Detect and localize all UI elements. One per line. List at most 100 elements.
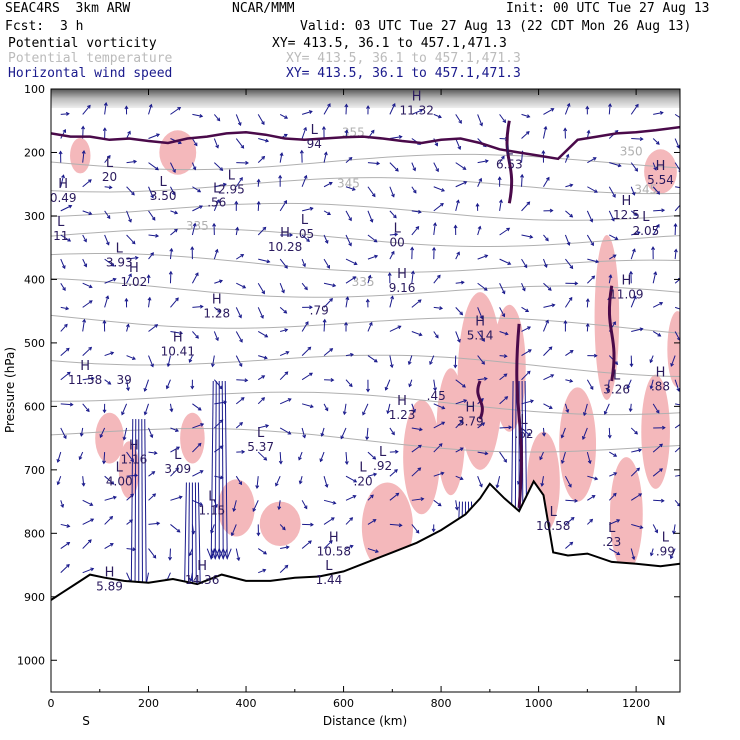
- wind-arrow: [608, 492, 617, 501]
- extremum-label: L11: [53, 215, 68, 243]
- extremum-value: 00: [390, 235, 405, 249]
- theta-contour: [51, 314, 680, 334]
- extremum-marker: L: [506, 143, 514, 158]
- extremum-value: .99: [656, 545, 675, 559]
- extremum-marker: L: [174, 448, 182, 463]
- wind-arrow: [126, 379, 130, 392]
- wind-arrow: [389, 325, 402, 332]
- wind-arrow: [279, 371, 289, 381]
- wind-arrow: [407, 355, 413, 366]
- wind-arrow: [433, 113, 442, 119]
- wind-arrow: [190, 379, 195, 390]
- wind-arrow: [565, 281, 579, 286]
- wind-arrow: [389, 492, 400, 501]
- wind-arrow: [191, 272, 199, 284]
- wind-arrow: [367, 548, 379, 554]
- wind-arrow: [455, 379, 466, 388]
- extremum-value: 1.15: [199, 503, 226, 517]
- extremum-marker: H: [329, 531, 339, 546]
- wind-arrow: [477, 177, 483, 187]
- wind-arrow: [257, 282, 265, 295]
- wind-arrow: [170, 495, 183, 501]
- wind-arrow: [630, 493, 643, 501]
- extremum-marker: L: [116, 461, 124, 476]
- extremum-marker: H: [621, 273, 631, 288]
- wind-arrow: [587, 518, 594, 525]
- wind-arrow: [477, 307, 484, 320]
- wind-arrow: [498, 199, 503, 211]
- extremum-label: H5.14: [467, 315, 494, 343]
- wind-arrow: [411, 467, 422, 477]
- wind-arrow: [190, 246, 195, 260]
- wind-arrow: [192, 403, 202, 411]
- wind-arrow: [126, 210, 132, 223]
- wind-arrow: [258, 258, 271, 264]
- strong-wind-column: [206, 380, 232, 561]
- wind-arrow: [323, 282, 337, 288]
- field-xy-theta: XY= 413.5, 36.1 to 457.1,471.3: [286, 51, 521, 66]
- wind-arrow: [672, 524, 676, 535]
- extremum-value: 10.41: [161, 345, 195, 359]
- wind-arrow: [82, 104, 91, 115]
- wind-arrow: [345, 379, 353, 388]
- extremum-label: L00: [390, 221, 405, 249]
- wind-arrow: [301, 234, 310, 243]
- wind-arrow: [323, 348, 334, 356]
- extremum-label: L4.00: [106, 461, 133, 489]
- wind-arrow: [585, 322, 590, 332]
- wind-arrow: [345, 186, 356, 191]
- extremum-marker: H: [412, 89, 422, 104]
- wind-arrow: [257, 451, 268, 461]
- wind-arrow: [455, 181, 468, 188]
- wind-arrow: [257, 114, 265, 126]
- wind-arrow: [60, 323, 68, 332]
- wind-arrow: [630, 467, 641, 477]
- theta-label: 345: [337, 176, 360, 190]
- wind-arrow: [367, 355, 378, 363]
- extremum-marker: H: [621, 194, 631, 209]
- extremum-label: H5.54: [647, 159, 674, 187]
- wind-arrow: [433, 471, 445, 477]
- extremum-label: L10.58: [536, 505, 570, 533]
- wind-arrow: [565, 350, 574, 357]
- wind-arrow: [60, 563, 70, 574]
- wind-arrow: [188, 355, 193, 363]
- wind-arrow: [275, 475, 281, 487]
- wind-arrow: [674, 138, 680, 149]
- extremum-label: L2.95: [218, 169, 245, 197]
- extremum-marker: L: [642, 210, 650, 225]
- wind-arrow: [675, 403, 680, 406]
- wind-arrow: [60, 523, 71, 528]
- wind-arrow: [365, 298, 370, 308]
- wind-arrow: [608, 274, 613, 284]
- wind-arrow: [630, 295, 637, 308]
- wind-arrow: [60, 204, 73, 212]
- wind-arrow: [587, 186, 598, 193]
- wind-arrow: [323, 499, 337, 505]
- wind-arrow: [455, 399, 468, 405]
- wind-arrow: [82, 318, 87, 332]
- shading-blob: [95, 412, 124, 464]
- wind-arrow: [455, 475, 464, 481]
- wind-arrow: [345, 494, 357, 501]
- extremum-value: 5.54: [647, 173, 674, 187]
- wind-arrow: [301, 126, 307, 139]
- wind-arrow: [322, 318, 327, 332]
- wind-arrow: [587, 495, 596, 501]
- extremum-value: 14.36: [185, 573, 219, 587]
- wind-arrow: [521, 326, 531, 332]
- extremum-marker: H: [58, 177, 68, 192]
- theta-label: 350: [620, 145, 643, 159]
- wind-arrow: [587, 353, 598, 358]
- wind-arrow: [431, 524, 436, 533]
- wind-arrow: [455, 447, 464, 453]
- wind-arrow: [82, 258, 88, 268]
- wind-arrow: [103, 102, 108, 115]
- wind-arrow: [213, 248, 219, 260]
- wind-arrow: [630, 427, 638, 435]
- wind-arrow: [521, 113, 531, 119]
- wind-arrow: [104, 277, 117, 284]
- wind-arrow: [543, 319, 549, 332]
- extremum-value: 1.23: [389, 408, 416, 422]
